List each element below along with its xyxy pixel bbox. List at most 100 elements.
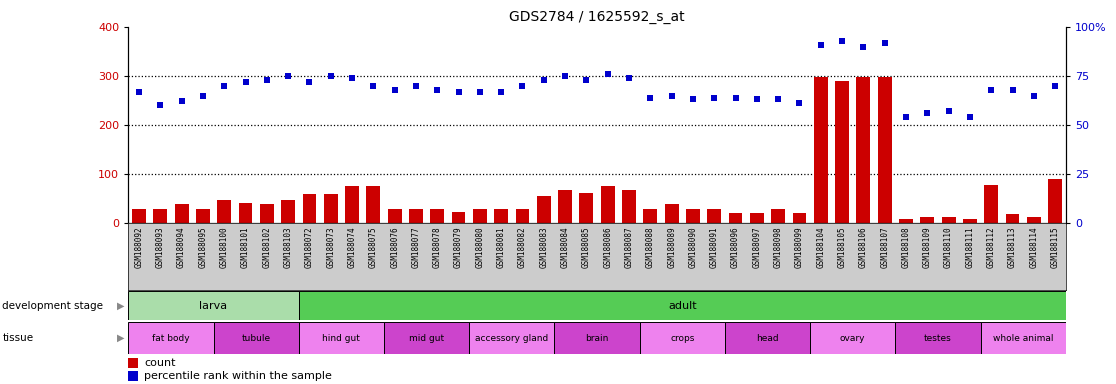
Text: ovary: ovary [840, 334, 866, 343]
Text: tubule: tubule [241, 334, 271, 343]
Text: GSM188107: GSM188107 [881, 227, 889, 268]
Text: percentile rank within the sample: percentile rank within the sample [144, 371, 331, 381]
Point [194, 93, 212, 99]
Text: ▶: ▶ [117, 301, 124, 311]
Point [834, 38, 852, 44]
Bar [153, 209, 167, 223]
Point [855, 43, 873, 50]
Point [1024, 93, 1042, 99]
Bar [431, 209, 444, 223]
Point [215, 83, 233, 89]
Bar [410, 209, 423, 223]
Text: testes: testes [924, 334, 952, 343]
Point [769, 96, 787, 103]
Text: GSM188086: GSM188086 [604, 227, 613, 268]
Text: mid gut: mid gut [410, 334, 444, 343]
Bar [302, 194, 316, 223]
Point [429, 87, 446, 93]
Bar [218, 200, 231, 223]
Bar [810, 322, 895, 354]
Point [131, 89, 148, 95]
Point [620, 75, 638, 81]
Text: whole animal: whole animal [993, 334, 1054, 343]
Bar [299, 322, 384, 354]
Point [663, 93, 681, 99]
Point [173, 98, 191, 104]
Text: GSM188098: GSM188098 [773, 227, 782, 268]
Point [684, 96, 702, 103]
Text: GSM188099: GSM188099 [795, 227, 804, 268]
Point [279, 73, 297, 79]
Bar [729, 213, 742, 223]
Text: GSM188089: GSM188089 [667, 227, 676, 268]
Bar [639, 322, 725, 354]
Text: GSM188108: GSM188108 [902, 227, 911, 268]
Text: count: count [144, 358, 175, 368]
Bar [921, 217, 934, 223]
Bar [725, 322, 810, 354]
Text: accessory gland: accessory gland [475, 334, 548, 343]
Bar [128, 291, 299, 320]
Text: GSM188090: GSM188090 [689, 227, 698, 268]
Text: GSM188075: GSM188075 [369, 227, 378, 268]
Text: GSM188115: GSM188115 [1050, 227, 1059, 268]
Bar [792, 213, 807, 223]
Text: GSM188083: GSM188083 [539, 227, 548, 268]
Bar [622, 190, 636, 223]
Point [513, 83, 531, 89]
Point [300, 79, 318, 85]
Point [471, 89, 489, 95]
Point [237, 79, 254, 85]
Text: GSM188097: GSM188097 [752, 227, 761, 268]
Text: GSM188080: GSM188080 [475, 227, 484, 268]
Text: GSM188095: GSM188095 [199, 227, 208, 268]
Text: GSM188091: GSM188091 [710, 227, 719, 268]
Text: GSM188102: GSM188102 [262, 227, 271, 268]
Bar [555, 322, 639, 354]
Bar [469, 322, 555, 354]
Bar [558, 190, 573, 223]
Text: brain: brain [586, 334, 608, 343]
Point [961, 114, 979, 120]
Text: larva: larva [200, 301, 228, 311]
Point [918, 110, 936, 116]
Text: GSM188076: GSM188076 [391, 227, 400, 268]
Bar [128, 371, 138, 381]
Text: adult: adult [668, 301, 696, 311]
Text: GSM188109: GSM188109 [923, 227, 932, 268]
Point [876, 40, 894, 46]
Bar [1048, 179, 1062, 223]
Text: hind gut: hind gut [323, 334, 360, 343]
Bar [942, 217, 955, 223]
Point [642, 94, 660, 101]
Text: GSM188100: GSM188100 [220, 227, 229, 268]
Bar [899, 219, 913, 223]
Text: GSM188103: GSM188103 [283, 227, 292, 268]
Point [535, 77, 552, 83]
Bar [665, 204, 679, 223]
Bar [384, 322, 469, 354]
Bar [1027, 217, 1041, 223]
Point [705, 94, 723, 101]
Bar [260, 204, 273, 223]
Text: GSM188112: GSM188112 [987, 227, 995, 268]
Bar [387, 209, 402, 223]
Text: GSM188074: GSM188074 [347, 227, 356, 268]
Bar [600, 186, 615, 223]
Text: fat body: fat body [152, 334, 190, 343]
Bar [537, 196, 550, 223]
Point [940, 108, 958, 114]
Point [343, 75, 360, 81]
Text: GSM188079: GSM188079 [454, 227, 463, 268]
Text: GSM188077: GSM188077 [412, 227, 421, 268]
Bar [750, 213, 763, 223]
Bar [324, 194, 338, 223]
Text: GSM188072: GSM188072 [305, 227, 314, 268]
Bar [579, 193, 594, 223]
Bar [239, 202, 252, 223]
Text: GSM188101: GSM188101 [241, 227, 250, 268]
Text: ▶: ▶ [117, 333, 124, 343]
Bar [452, 212, 465, 223]
Text: GSM188111: GSM188111 [965, 227, 974, 268]
Bar [963, 219, 976, 223]
